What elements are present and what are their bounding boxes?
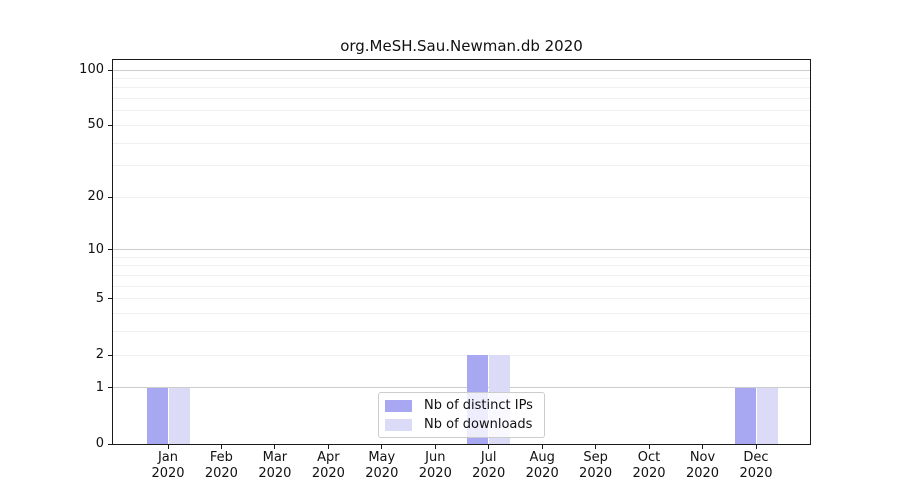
legend-label-distinct-ips: Nb of distinct IPs: [424, 398, 533, 413]
gridline-minor: [113, 124, 810, 126]
x-tick: [274, 445, 276, 449]
x-tick-year: 2020: [739, 466, 773, 481]
gridline-minor: [113, 313, 810, 315]
gridline-minor: [113, 354, 810, 356]
x-tick: [327, 445, 329, 449]
x-tick-label: Jun 2020: [400, 450, 470, 482]
gridline-minor: [113, 196, 810, 198]
x-tick-label: Jan 2020: [133, 450, 203, 482]
y-tick: [108, 354, 112, 356]
x-tick-label: May 2020: [347, 450, 417, 482]
x-tick-month: Feb: [209, 450, 233, 465]
x-tick-year: 2020: [632, 466, 666, 481]
gridline-minor: [113, 331, 810, 333]
x-tick-label: Mar 2020: [240, 450, 310, 482]
x-tick-label: Jul 2020: [454, 450, 524, 482]
y-tick: [108, 69, 112, 71]
x-tick-month: Jun: [425, 450, 446, 465]
x-tick-month: Dec: [743, 450, 769, 465]
x-tick-month: Sep: [583, 450, 608, 465]
gridline-minor: [113, 298, 810, 300]
x-tick-month: Mar: [262, 450, 288, 465]
gridline-minor: [113, 142, 810, 144]
x-tick-year: 2020: [151, 466, 185, 481]
legend-item-downloads: Nb of downloads: [385, 417, 536, 432]
x-tick: [381, 445, 383, 449]
y-tick-label: 20: [87, 189, 104, 205]
y-tick-label: 10: [87, 241, 104, 257]
x-tick-year: 2020: [365, 466, 399, 481]
x-tick-year: 2020: [579, 466, 613, 481]
legend-swatch-distinct-ips: [385, 399, 412, 412]
y-tick: [108, 196, 112, 198]
x-tick-year: 2020: [311, 466, 345, 481]
x-tick-year: 2020: [472, 466, 506, 481]
x-tick-label: Aug 2020: [507, 450, 577, 482]
gridline-major: [113, 69, 810, 71]
bar-distinct-ips-jan: [146, 387, 168, 444]
x-tick-year: 2020: [204, 466, 238, 481]
x-tick: [167, 445, 169, 449]
x-tick-month: Jul: [480, 450, 497, 465]
x-tick-year: 2020: [525, 466, 559, 481]
x-tick-label: Dec 2020: [721, 450, 791, 482]
x-tick-year: 2020: [418, 466, 452, 481]
x-tick: [755, 445, 757, 449]
chart-title: org.MeSH.Sau.Newman.db 2020: [340, 37, 583, 55]
gridline-minor: [113, 77, 810, 79]
y-tick-label: 0: [95, 436, 104, 451]
gridline-minor: [113, 110, 810, 112]
gridline-minor: [113, 275, 810, 276]
x-tick: [702, 445, 703, 449]
x-tick: [541, 445, 543, 449]
gridline-minor: [113, 98, 810, 100]
y-tick-label: 50: [87, 117, 104, 133]
x-tick-month: May: [368, 450, 396, 465]
x-tick: [648, 445, 650, 449]
y-tick: [108, 387, 112, 389]
x-tick-month: Aug: [529, 450, 555, 465]
plot-area: [112, 59, 811, 445]
x-tick-label: Apr 2020: [293, 450, 363, 482]
x-tick-month: Jan: [157, 450, 179, 465]
legend-label-downloads: Nb of downloads: [424, 417, 533, 432]
x-tick-label: Sep 2020: [561, 450, 631, 482]
gridline-minor: [113, 285, 810, 287]
legend-swatch-downloads: [385, 418, 412, 431]
legend: Nb of distinct IPs Nb of downloads: [378, 392, 545, 438]
x-tick-month: Apr: [317, 450, 340, 465]
y-tick: [108, 298, 112, 300]
x-tick-year: 2020: [685, 466, 720, 481]
x-tick-month: Nov: [689, 450, 716, 465]
x-tick-label: Feb 2020: [186, 450, 256, 482]
gridline-minor: [113, 256, 810, 258]
y-tick-label: 2: [95, 347, 104, 362]
legend-item-distinct-ips: Nb of distinct IPs: [385, 398, 536, 413]
gridline-minor: [113, 165, 810, 167]
x-tick-year: 2020: [258, 466, 292, 481]
gridline-minor: [113, 87, 810, 89]
y-tick-label: 1: [95, 379, 104, 395]
bar-downloads-jan: [168, 387, 190, 444]
y-tick: [108, 124, 112, 126]
x-tick: [434, 445, 436, 449]
y-tick: [108, 249, 112, 251]
bar-distinct-ips-dec: [734, 387, 756, 444]
x-tick-label: Oct 2020: [614, 450, 684, 482]
gridline-major: [113, 387, 810, 389]
gridline-minor: [113, 265, 810, 267]
x-tick: [220, 445, 222, 449]
x-tick-month: Oct: [637, 450, 661, 465]
x-tick-label: Nov 2020: [668, 450, 738, 482]
x-tick: [595, 445, 597, 449]
y-tick-label: 100: [79, 62, 104, 77]
y-tick-label: 5: [95, 290, 104, 306]
bar-downloads-dec: [756, 387, 778, 444]
x-tick: [488, 445, 490, 449]
gridline-major: [113, 249, 810, 251]
y-tick: [108, 443, 112, 445]
